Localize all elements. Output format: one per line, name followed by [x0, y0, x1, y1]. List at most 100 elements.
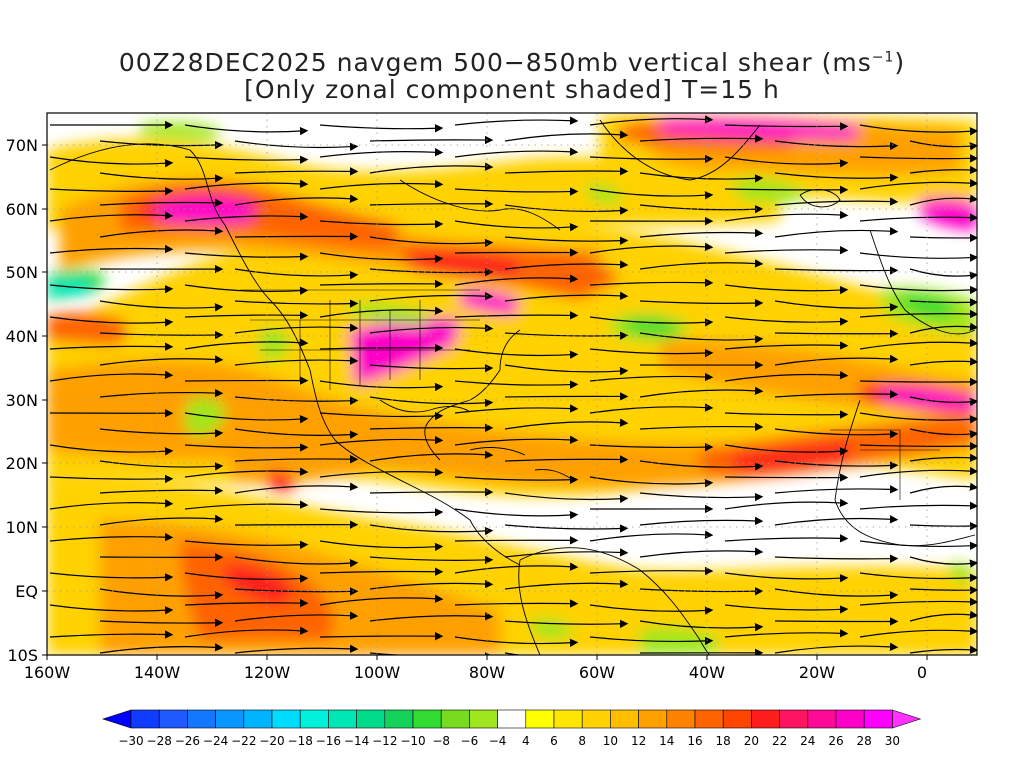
streamline [859, 501, 977, 510]
streamline [49, 572, 174, 582]
lon-label: 60W [579, 663, 615, 682]
shear-region [47, 312, 130, 345]
colorbar-swatch [525, 709, 555, 729]
streamline [724, 245, 849, 255]
colorbar-label: −24 [203, 734, 228, 748]
streamline [319, 343, 444, 353]
streamline [724, 341, 849, 350]
streamline [369, 323, 494, 334]
colorbar-swatch [779, 709, 809, 729]
streamline [369, 555, 494, 565]
shear-region [350, 318, 460, 385]
ticks [42, 144, 928, 660]
streamline [49, 474, 174, 484]
streamline [99, 226, 224, 238]
streamline [369, 364, 494, 373]
latitude-labels: 70N 60N 50N 40N 30N 20N 10N EQ 10S [6, 136, 38, 665]
streamline [504, 619, 629, 629]
streamline [589, 530, 714, 542]
colorbar-label: −14 [344, 734, 369, 748]
streamline [504, 492, 629, 503]
lon-label: 140W [134, 663, 181, 682]
streamline [184, 443, 309, 452]
streamline [454, 404, 579, 414]
colorbar-label: −22 [231, 734, 256, 748]
streamline [909, 396, 977, 407]
streamline [774, 329, 899, 338]
coast-north-america [49, 143, 521, 566]
streamline [369, 199, 494, 209]
colorbar-swatch [722, 709, 752, 729]
streamline [99, 643, 224, 654]
streamline [454, 147, 579, 158]
colorbar-label: 8 [578, 734, 586, 748]
lat-label: EQ [15, 582, 38, 601]
streamline [909, 556, 977, 568]
streamline [589, 636, 714, 646]
streamline [504, 291, 629, 302]
streamline [724, 534, 849, 543]
streamline [319, 411, 444, 421]
streamline [859, 284, 977, 295]
streamline [909, 453, 977, 462]
streamline [724, 473, 849, 482]
streamline [909, 165, 977, 175]
streamline [589, 278, 714, 287]
streamline [454, 274, 579, 286]
streamline [184, 124, 309, 136]
colorbar-swatch [356, 709, 386, 729]
streamline [234, 140, 359, 151]
streamline [49, 316, 174, 327]
lat-label: 10N [6, 518, 38, 537]
streamline [589, 372, 714, 382]
streamline [234, 299, 359, 308]
colorbar-swatch [581, 709, 611, 729]
streamline [504, 524, 629, 533]
streamline [99, 428, 224, 438]
streamline [319, 219, 444, 229]
colorbar-label: 16 [687, 734, 702, 748]
streamline [369, 612, 494, 622]
streamline [859, 178, 977, 190]
streamline [859, 154, 977, 163]
colorbar-label: −4 [489, 734, 507, 748]
colorbar-label: 28 [857, 734, 872, 748]
streamline [49, 342, 174, 351]
streamline [724, 572, 849, 583]
streamline [369, 396, 494, 408]
streamline [724, 156, 849, 168]
streamline [724, 316, 849, 326]
chart-title-text: 00Z28DEC2025 navgem 500−850mb vertical s… [118, 48, 872, 77]
streamline [454, 116, 579, 126]
streamline [504, 130, 629, 142]
colorbar-label: −6 [461, 734, 479, 748]
streamline [774, 266, 899, 275]
streamline [454, 187, 579, 196]
coast-greenland [599, 119, 761, 181]
streamline [99, 300, 224, 312]
colorbar-swatch [469, 709, 498, 729]
streamline [774, 140, 899, 151]
lon-label: 20W [799, 663, 835, 682]
streamline [319, 540, 444, 552]
coast-hudson [399, 179, 561, 231]
colorbar-swatch [271, 709, 301, 729]
streamline [589, 348, 714, 358]
lon-label: 120W [244, 663, 291, 682]
streamline [319, 508, 444, 517]
streamline [234, 454, 359, 464]
colorbar-label: −12 [372, 734, 397, 748]
streamline [639, 259, 764, 270]
lon-label: 80W [469, 663, 505, 682]
streamline [909, 322, 977, 334]
colorbar-swatch [666, 709, 696, 729]
chart-title-close: ) [894, 48, 906, 77]
colorbar-swatch [694, 709, 724, 729]
streamline [859, 540, 977, 551]
streamline [639, 172, 764, 183]
lat-label: 60N [6, 200, 38, 219]
streamline [504, 455, 629, 464]
streamline [369, 135, 494, 145]
streamline [859, 252, 977, 262]
